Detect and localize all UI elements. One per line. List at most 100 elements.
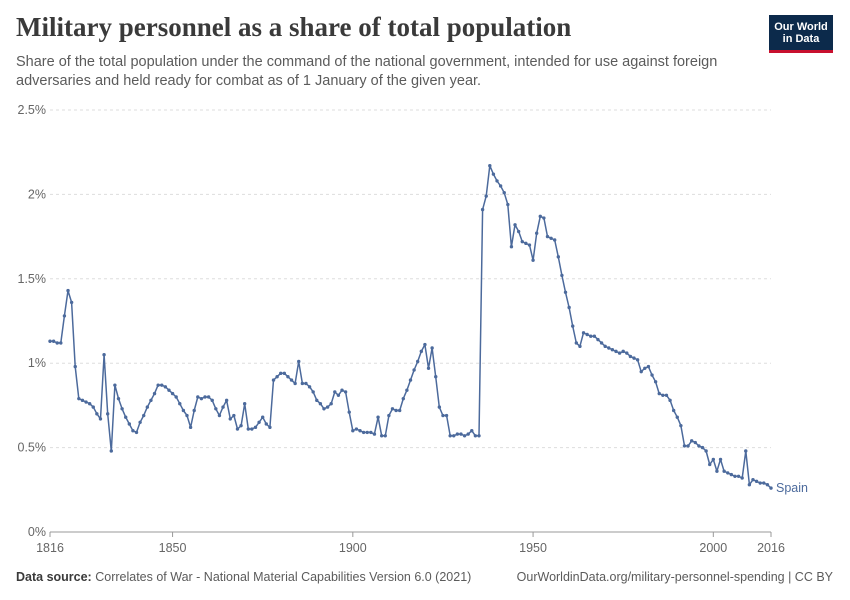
data-point[interactable] bbox=[293, 381, 297, 386]
data-point[interactable] bbox=[477, 434, 481, 438]
data-point[interactable] bbox=[397, 408, 402, 413]
data-point[interactable] bbox=[387, 413, 391, 418]
data-point[interactable] bbox=[527, 243, 532, 247]
data-point[interactable] bbox=[116, 396, 121, 401]
data-point[interactable] bbox=[228, 417, 232, 421]
data-point[interactable] bbox=[444, 413, 449, 418]
data-point[interactable] bbox=[77, 396, 81, 401]
data-point[interactable] bbox=[383, 434, 387, 438]
data-point[interactable] bbox=[253, 425, 258, 430]
data-point[interactable] bbox=[542, 216, 546, 220]
data-point[interactable] bbox=[650, 373, 654, 377]
data-point[interactable] bbox=[282, 371, 287, 376]
data-point[interactable] bbox=[603, 344, 607, 349]
data-point[interactable] bbox=[697, 444, 701, 448]
data-point[interactable] bbox=[754, 479, 759, 484]
owid-logo[interactable]: Our World in Data bbox=[769, 15, 833, 53]
data-point[interactable] bbox=[401, 396, 405, 401]
data-point[interactable] bbox=[95, 412, 99, 416]
data-point[interactable] bbox=[459, 432, 463, 436]
data-point[interactable] bbox=[726, 471, 730, 475]
data-point[interactable] bbox=[239, 423, 243, 428]
data-point[interactable] bbox=[470, 429, 474, 433]
data-point[interactable] bbox=[747, 483, 752, 487]
data-point[interactable] bbox=[156, 383, 160, 387]
data-point[interactable] bbox=[574, 341, 579, 345]
data-point[interactable] bbox=[333, 390, 337, 394]
data-point[interactable] bbox=[452, 434, 456, 438]
data-point[interactable] bbox=[152, 391, 157, 396]
data-point[interactable] bbox=[351, 429, 355, 433]
data-point[interactable] bbox=[596, 337, 600, 342]
data-point[interactable] bbox=[336, 393, 341, 397]
data-point[interactable] bbox=[639, 369, 643, 374]
data-point[interactable] bbox=[145, 405, 150, 409]
data-point[interactable] bbox=[455, 432, 460, 436]
data-point[interactable] bbox=[325, 405, 330, 409]
data-point[interactable] bbox=[214, 407, 218, 411]
data-point[interactable] bbox=[599, 341, 604, 345]
data-point[interactable] bbox=[502, 191, 506, 195]
data-point[interactable] bbox=[708, 462, 712, 467]
data-point[interactable] bbox=[160, 383, 164, 387]
data-point[interactable] bbox=[358, 429, 362, 433]
data-point[interactable] bbox=[134, 430, 139, 435]
data-point[interactable] bbox=[257, 420, 261, 424]
data-point[interactable] bbox=[340, 388, 344, 392]
data-point[interactable] bbox=[365, 430, 369, 435]
data-point[interactable] bbox=[66, 288, 70, 293]
data-point[interactable] bbox=[250, 427, 254, 431]
data-point[interactable] bbox=[751, 477, 755, 482]
data-point[interactable] bbox=[549, 236, 553, 240]
data-point[interactable] bbox=[671, 408, 676, 413]
data-point[interactable] bbox=[55, 341, 59, 345]
data-point[interactable] bbox=[297, 359, 301, 364]
data-point[interactable] bbox=[462, 434, 467, 438]
data-point[interactable] bbox=[545, 234, 550, 239]
data-point[interactable] bbox=[700, 445, 705, 450]
data-point[interactable] bbox=[264, 422, 268, 426]
data-point[interactable] bbox=[376, 415, 380, 419]
data-point[interactable] bbox=[578, 344, 582, 349]
series-line-spain[interactable] bbox=[50, 164, 772, 489]
data-point[interactable] bbox=[127, 422, 132, 426]
data-point[interactable] bbox=[217, 413, 222, 418]
data-point[interactable] bbox=[268, 425, 272, 430]
data-point[interactable] bbox=[704, 449, 708, 453]
data-point[interactable] bbox=[315, 398, 319, 403]
data-point[interactable] bbox=[329, 402, 333, 406]
data-point[interactable] bbox=[423, 342, 427, 347]
data-point[interactable] bbox=[167, 388, 171, 392]
data-point[interactable] bbox=[408, 378, 413, 382]
data-point[interactable] bbox=[744, 449, 748, 453]
data-point[interactable] bbox=[628, 354, 633, 359]
data-point[interactable] bbox=[729, 472, 734, 477]
data-point[interactable] bbox=[131, 429, 135, 433]
data-point[interactable] bbox=[91, 405, 95, 409]
data-point[interactable] bbox=[221, 405, 225, 409]
data-point[interactable] bbox=[405, 388, 409, 392]
data-point[interactable] bbox=[592, 334, 597, 338]
data-point[interactable] bbox=[232, 413, 236, 418]
data-point[interactable] bbox=[610, 347, 615, 352]
data-point[interactable] bbox=[567, 305, 571, 310]
data-point[interactable] bbox=[466, 432, 470, 436]
data-point[interactable] bbox=[322, 407, 326, 411]
data-point[interactable] bbox=[448, 434, 452, 438]
data-point[interactable] bbox=[585, 332, 589, 337]
data-point[interactable] bbox=[304, 381, 308, 386]
data-point[interactable] bbox=[607, 346, 611, 350]
data-point[interactable] bbox=[113, 383, 117, 387]
data-point[interactable] bbox=[279, 371, 283, 376]
data-point[interactable] bbox=[581, 331, 586, 335]
data-point[interactable] bbox=[614, 349, 618, 354]
data-point[interactable] bbox=[426, 366, 431, 370]
data-point[interactable] bbox=[343, 390, 348, 394]
data-point[interactable] bbox=[762, 481, 766, 485]
series-layer[interactable]: Spain bbox=[48, 164, 808, 495]
data-point[interactable] bbox=[758, 481, 762, 485]
data-point[interactable] bbox=[556, 255, 561, 259]
data-point[interactable] bbox=[260, 415, 265, 419]
data-point[interactable] bbox=[715, 469, 719, 473]
data-point[interactable] bbox=[693, 440, 697, 445]
